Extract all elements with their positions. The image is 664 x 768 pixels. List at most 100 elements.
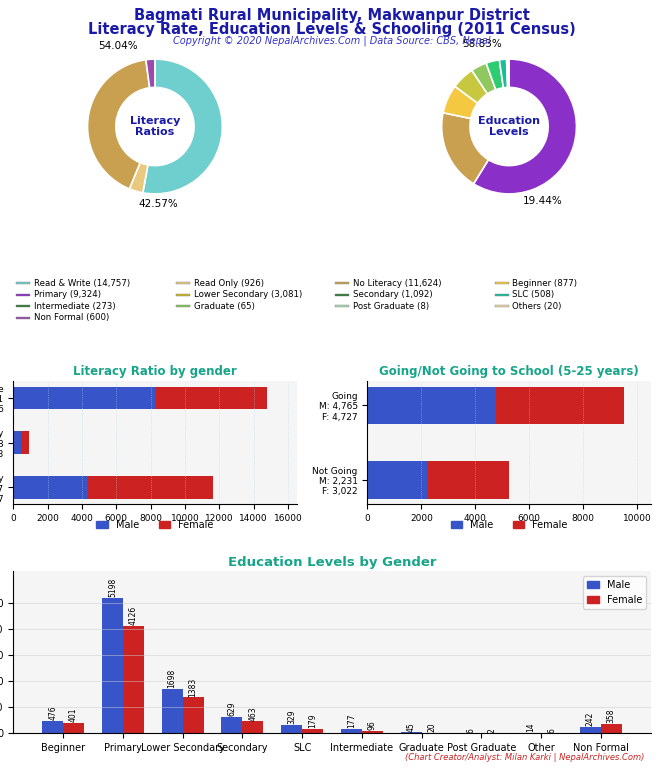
Text: 401: 401 (69, 708, 78, 723)
Bar (341, 729, 362, 733)
Text: 5.53%: 5.53% (0, 767, 1, 768)
Bar (183, 697, 204, 733)
Wedge shape (146, 59, 155, 88)
Bar (17, 316, 31, 319)
Text: 3.79%: 3.79% (0, 767, 1, 768)
Bar (282, 725, 302, 733)
Bar (580, 727, 601, 733)
Text: Beginner (877): Beginner (877) (513, 279, 578, 288)
Text: Literacy
Ratios: Literacy Ratios (129, 116, 180, 137)
Text: 6: 6 (466, 728, 475, 733)
Bar (495, 293, 509, 296)
Bar (335, 305, 349, 307)
Text: Read & Write (14,757): Read & Write (14,757) (35, 279, 130, 288)
Text: Lower Secondary (3,081): Lower Secondary (3,081) (194, 290, 302, 300)
Text: Post Graduate (8): Post Graduate (8) (353, 302, 429, 311)
Text: Copyright © 2020 NepalArchives.Com | Data Source: CBS, Nepal: Copyright © 2020 NepalArchives.Com | Dat… (173, 35, 491, 46)
Text: 45: 45 (406, 722, 416, 732)
Text: SLC (508): SLC (508) (513, 290, 554, 300)
Bar (400, 732, 422, 733)
Text: 54.04%: 54.04% (98, 41, 137, 51)
Text: (Chart Creator/Analyst: Milan Karki | NepalArchives.Com): (Chart Creator/Analyst: Milan Karki | Ne… (404, 753, 644, 762)
Text: Primary (9,324): Primary (9,324) (35, 290, 102, 300)
Bar (63, 723, 84, 733)
Bar (155, 386, 267, 409)
Title: Going/Not Going to School (5-25 years): Going/Not Going to School (5-25 years) (379, 366, 639, 379)
Text: 2: 2 (487, 728, 496, 733)
Title: Education Levels by Gender: Education Levels by Gender (228, 556, 436, 569)
Text: 177: 177 (347, 713, 356, 728)
Text: 20: 20 (428, 723, 436, 732)
Text: Education
Levels: Education Levels (478, 116, 540, 137)
Bar (362, 731, 382, 733)
Text: 1.72%: 1.72% (0, 767, 1, 768)
Bar (21, 432, 29, 454)
Bar (335, 293, 349, 296)
Title: Literacy Ratio by gender: Literacy Ratio by gender (73, 366, 237, 379)
Wedge shape (472, 63, 496, 94)
Text: Literacy Rate, Education Levels & Schooling (2011 Census): Literacy Rate, Education Levels & School… (88, 22, 576, 37)
Wedge shape (486, 60, 503, 90)
Wedge shape (507, 59, 509, 88)
Wedge shape (443, 86, 477, 118)
Bar (13, 386, 155, 409)
Text: 58.83%: 58.83% (462, 39, 502, 49)
Wedge shape (455, 71, 487, 103)
Bar (176, 283, 190, 284)
Text: Intermediate (273): Intermediate (273) (35, 302, 116, 311)
Bar (17, 293, 31, 296)
Bar (88, 476, 213, 498)
Text: 3.39%: 3.39% (0, 767, 1, 768)
Text: 0.13%: 0.13% (0, 767, 1, 768)
Text: 4126: 4126 (129, 606, 138, 625)
Text: 0.41%: 0.41% (0, 767, 1, 768)
Bar (302, 729, 323, 733)
Bar (495, 283, 509, 284)
Text: 1698: 1698 (168, 669, 177, 688)
Text: 19.44%: 19.44% (523, 196, 562, 206)
Wedge shape (88, 60, 149, 189)
Bar (496, 386, 623, 424)
Wedge shape (129, 163, 148, 193)
Text: 5198: 5198 (108, 578, 117, 597)
Bar (222, 717, 242, 733)
Text: 179: 179 (308, 713, 317, 728)
Text: 329: 329 (287, 710, 296, 724)
Wedge shape (143, 59, 222, 194)
Text: 1383: 1383 (189, 677, 198, 697)
Text: 629: 629 (228, 702, 236, 717)
Text: 242: 242 (586, 712, 595, 727)
Bar (176, 305, 190, 307)
Text: Secondary (1,092): Secondary (1,092) (353, 290, 433, 300)
Text: 476: 476 (48, 706, 57, 720)
Text: No Literacy (11,624): No Literacy (11,624) (353, 279, 442, 288)
Text: 0.05%: 0.05% (0, 767, 1, 768)
Bar (123, 626, 144, 733)
Bar (42, 721, 63, 733)
Text: Read Only (926): Read Only (926) (194, 279, 264, 288)
Legend: Male, Female: Male, Female (447, 516, 572, 534)
Bar (495, 305, 509, 307)
Wedge shape (473, 59, 576, 194)
Bar (162, 689, 183, 733)
Text: 3.21%: 3.21% (0, 767, 1, 768)
Bar (102, 598, 123, 733)
Bar (17, 283, 31, 284)
Legend: Male, Female: Male, Female (92, 516, 217, 534)
Text: Graduate (65): Graduate (65) (194, 302, 254, 311)
Text: 42.57%: 42.57% (138, 200, 178, 210)
Text: 14: 14 (526, 723, 535, 733)
Bar (13, 432, 21, 454)
Legend: Male, Female: Male, Female (583, 576, 646, 609)
Text: Bagmati Rural Municipality, Makwanpur District: Bagmati Rural Municipality, Makwanpur Di… (134, 8, 530, 23)
Bar (335, 283, 349, 284)
Wedge shape (442, 113, 489, 184)
Bar (17, 305, 31, 307)
Wedge shape (499, 59, 507, 88)
Bar (601, 724, 622, 733)
Bar (242, 721, 264, 733)
Bar (13, 476, 88, 498)
Bar (367, 462, 428, 498)
Text: 6.89%: 6.89% (0, 767, 1, 768)
Text: Non Formal (600): Non Formal (600) (35, 313, 110, 322)
